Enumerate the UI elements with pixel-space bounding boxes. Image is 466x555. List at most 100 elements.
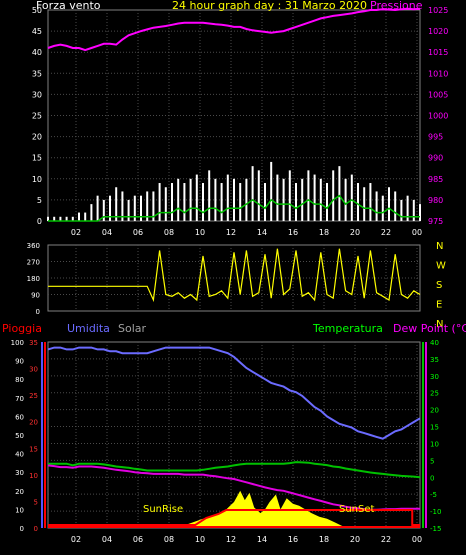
direction-tick-label: 360 [27, 242, 40, 250]
rain-axis: 0 5 10 15 20 25 30 35 [29, 339, 38, 533]
wind-time-axis: 02 04 06 08 10 12 14 16 18 20 22 00 [71, 228, 422, 237]
humidity-tick-label: 40 [15, 451, 24, 459]
rain-line [48, 509, 420, 526]
humidity-temp-series [47, 346, 421, 528]
time-tick-label: 22 [381, 535, 391, 544]
pressure-tick-label: 995 [428, 133, 443, 142]
temperature-label: Temperatura [312, 322, 383, 335]
dewpoint-axis-bar [425, 342, 427, 528]
pressure-tick-label: 1015 [428, 48, 448, 57]
temperature-tick-label: 25 [430, 390, 439, 398]
time-tick-label: 08 [164, 228, 174, 237]
time-tick-label: 06 [133, 228, 143, 237]
humidity-tick-label: 80 [15, 376, 24, 384]
time-tick-label: 00 [412, 228, 422, 237]
temperature-axis: -15 -10 -5 0 5 10 15 20 25 30 35 40 [430, 339, 441, 533]
temperature-tick-label: 20 [430, 407, 439, 415]
humidity-tick-label: 30 [15, 469, 24, 477]
pressure-tick-label: 1000 [428, 112, 448, 121]
pressure-tick-label: 980 [428, 196, 443, 205]
pressure-tick-label: 1005 [428, 90, 448, 99]
temperature-tick-label: -10 [430, 508, 441, 516]
time-tick-label: 14 [257, 535, 267, 544]
humidity-tick-label: 0 [20, 525, 24, 533]
time-tick-label: 04 [102, 535, 112, 544]
wind-tick-label: 50 [32, 6, 42, 15]
time-tick-label: 18 [319, 535, 329, 544]
pressure-tick-label: 1025 [428, 6, 448, 15]
direction-line [48, 248, 421, 303]
rain-tick-label: 20 [29, 419, 38, 427]
dewpoint-line [47, 464, 420, 511]
temperature-tick-label: 35 [430, 356, 439, 364]
rain-tick-label: 15 [29, 445, 38, 453]
time-tick-label: 04 [102, 228, 112, 237]
time-tick-label: 08 [164, 535, 174, 544]
compass-label: S [436, 280, 442, 291]
humidity-tick-label: 20 [15, 488, 24, 496]
wind-tick-label: 30 [32, 90, 42, 99]
pressure-label: Pressione [370, 0, 423, 12]
time-tick-label: 00 [412, 535, 422, 544]
time-tick-label: 02 [71, 535, 81, 544]
time-tick-label: 20 [350, 228, 360, 237]
wind-tick-label: 35 [32, 69, 42, 78]
wind-label: Forza vento [36, 0, 101, 12]
wind-tick-label: 0 [37, 217, 42, 226]
average-wind-line [48, 194, 420, 222]
compass-label: W [436, 261, 446, 272]
humidity-tick-label: 60 [15, 413, 24, 421]
temperature-tick-label: 5 [430, 457, 434, 465]
wind-tick-label: 25 [32, 112, 42, 121]
wind-tick-label: 20 [32, 133, 42, 142]
rain-label: Pioggia [2, 322, 42, 335]
pressure-tick-label: 1020 [428, 27, 448, 36]
wind-tick-label: 10 [32, 175, 42, 184]
temperature-tick-label: 0 [430, 474, 434, 482]
direction-tick-label: 270 [27, 259, 40, 267]
temperature-tick-label: 15 [430, 424, 439, 432]
sunset-label: SunSet [339, 504, 375, 515]
rain-tick-label: 0 [34, 525, 38, 533]
wind-tick-label: 15 [32, 154, 42, 163]
rain-tick-label: 5 [34, 498, 38, 506]
chart-title: 24 hour graph day : 31 Marzo 2020 [172, 0, 367, 12]
time-tick-label: 12 [226, 535, 236, 544]
time-tick-label: 10 [195, 535, 205, 544]
wind-tick-label: 5 [37, 196, 42, 205]
compass-label: N [436, 319, 443, 330]
time-tick-label: 12 [226, 228, 236, 237]
time-tick-label: 06 [133, 535, 143, 544]
dewpoint-label: Dew Point (°C) [393, 322, 466, 335]
time-tick-label: 16 [288, 228, 298, 237]
temperature-axis-bar [422, 342, 424, 528]
rain-tick-label: 35 [29, 339, 38, 347]
humidity-tick-label: 70 [15, 395, 24, 403]
direction-tick-label: 180 [27, 275, 40, 283]
solar-label: Solar [118, 322, 147, 335]
humidity-axis-bar [41, 342, 43, 528]
humidity-label: Umidita [67, 322, 110, 335]
compass-label: E [436, 300, 442, 311]
pressure-axis: 975 980 985 990 995 1000 1005 1010 1015 1020 1025 [428, 6, 448, 226]
temperature-tick-label: -5 [430, 491, 437, 499]
temperature-tick-label: 10 [430, 440, 439, 448]
direction-tick-label: 90 [31, 292, 40, 300]
rain-tick-label: 30 [29, 366, 38, 374]
humidity-panel-frame [47, 341, 421, 529]
compass-label: N [436, 241, 443, 252]
time-tick-label: 22 [381, 228, 391, 237]
humidity-tick-label: 100 [11, 339, 24, 347]
rain-axis-bar [44, 342, 46, 528]
temperature-tick-label: 30 [430, 373, 439, 381]
humidity-axis: 0 10 20 30 40 50 60 70 80 90 100 [11, 339, 24, 533]
temperature-tick-label: -15 [430, 525, 441, 533]
pressure-tick-label: 1010 [428, 69, 448, 78]
pressure-tick-label: 990 [428, 154, 443, 163]
sunrise-label: SunRise [143, 504, 183, 515]
rain-tick-label: 10 [29, 472, 38, 480]
pressure-tick-label: 975 [428, 217, 443, 226]
temperature-line [48, 461, 421, 479]
